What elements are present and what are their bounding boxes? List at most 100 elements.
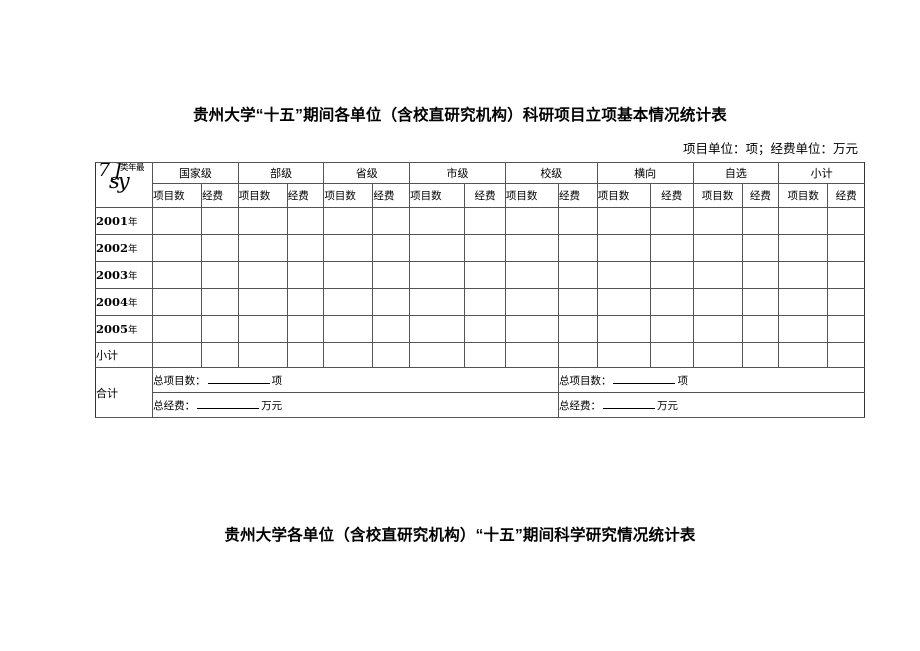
cell[interactable]: [778, 342, 829, 368]
cell[interactable]: [323, 234, 374, 262]
cell[interactable]: [557, 342, 598, 368]
cell[interactable]: [286, 207, 325, 235]
cell[interactable]: [201, 342, 239, 368]
cell[interactable]: [372, 288, 411, 316]
cell[interactable]: [372, 234, 411, 262]
cell[interactable]: [596, 261, 651, 289]
cell[interactable]: [237, 288, 288, 316]
cell[interactable]: [778, 234, 829, 262]
cell[interactable]: [286, 288, 325, 316]
cell[interactable]: [464, 315, 506, 343]
cell[interactable]: [557, 207, 598, 235]
cell[interactable]: [409, 315, 466, 343]
cell[interactable]: [596, 315, 651, 343]
cell[interactable]: [152, 315, 203, 343]
cell[interactable]: [596, 288, 651, 316]
cell[interactable]: [201, 288, 239, 316]
cell[interactable]: [778, 261, 829, 289]
cell[interactable]: [778, 315, 829, 343]
cell[interactable]: [286, 234, 325, 262]
cell[interactable]: [557, 288, 598, 316]
total-projects-blank-left[interactable]: [207, 374, 270, 384]
cell[interactable]: [741, 342, 780, 368]
cell[interactable]: [323, 342, 374, 368]
cell[interactable]: [323, 207, 374, 235]
cell[interactable]: [649, 234, 694, 262]
cell[interactable]: [152, 288, 203, 316]
cell[interactable]: [596, 207, 651, 235]
cell[interactable]: [741, 234, 780, 262]
cell[interactable]: [504, 315, 559, 343]
cell[interactable]: [237, 261, 288, 289]
cell[interactable]: [692, 315, 743, 343]
cell[interactable]: [201, 234, 239, 262]
cell[interactable]: [464, 288, 506, 316]
cell[interactable]: [504, 261, 559, 289]
total-funding-blank-left[interactable]: [197, 399, 260, 409]
cell[interactable]: [201, 261, 239, 289]
cell[interactable]: [464, 342, 506, 368]
cell[interactable]: [409, 342, 466, 368]
cell[interactable]: [409, 288, 466, 316]
cell[interactable]: [201, 207, 239, 235]
total-projects-left[interactable]: 总项目数： 项: [152, 367, 559, 393]
cell[interactable]: [464, 261, 506, 289]
cell[interactable]: [692, 288, 743, 316]
cell[interactable]: [504, 342, 559, 368]
cell[interactable]: [504, 288, 559, 316]
cell[interactable]: [649, 315, 694, 343]
cell[interactable]: [372, 261, 411, 289]
cell[interactable]: [372, 342, 411, 368]
cell[interactable]: [827, 207, 865, 235]
cell[interactable]: [827, 342, 865, 368]
cell[interactable]: [692, 207, 743, 235]
cell[interactable]: [557, 234, 598, 262]
cell[interactable]: [237, 207, 288, 235]
cell[interactable]: [649, 342, 694, 368]
cell[interactable]: [557, 261, 598, 289]
cell[interactable]: [152, 234, 203, 262]
cell[interactable]: [286, 261, 325, 289]
cell[interactable]: [827, 315, 865, 343]
cell[interactable]: [237, 315, 288, 343]
cell[interactable]: [372, 207, 411, 235]
cell[interactable]: [827, 288, 865, 316]
cell[interactable]: [692, 234, 743, 262]
cell[interactable]: [409, 207, 466, 235]
total-projects-blank-right[interactable]: [613, 374, 676, 384]
cell[interactable]: [778, 288, 829, 316]
total-funding-right[interactable]: 总经费： 万元: [557, 392, 866, 418]
cell[interactable]: [649, 261, 694, 289]
cell[interactable]: [692, 261, 743, 289]
cell[interactable]: [323, 288, 374, 316]
cell[interactable]: [409, 261, 466, 289]
cell[interactable]: [827, 234, 865, 262]
cell[interactable]: [152, 342, 203, 368]
cell[interactable]: [152, 207, 203, 235]
total-funding-blank-right[interactable]: [602, 399, 655, 409]
cell[interactable]: [692, 342, 743, 368]
cell[interactable]: [286, 342, 325, 368]
cell[interactable]: [741, 207, 780, 235]
total-projects-right[interactable]: 总项目数： 项: [557, 367, 866, 393]
cell[interactable]: [596, 342, 651, 368]
cell[interactable]: [237, 234, 288, 262]
cell[interactable]: [557, 315, 598, 343]
cell[interactable]: [464, 234, 506, 262]
cell[interactable]: [778, 207, 829, 235]
total-funding-left[interactable]: 总经费： 万元: [152, 392, 559, 418]
cell[interactable]: [504, 234, 559, 262]
cell[interactable]: [504, 207, 559, 235]
cell[interactable]: [409, 234, 466, 262]
cell[interactable]: [827, 261, 865, 289]
cell[interactable]: [201, 315, 239, 343]
cell[interactable]: [741, 261, 780, 289]
cell[interactable]: [649, 207, 694, 235]
cell[interactable]: [372, 315, 411, 343]
cell[interactable]: [323, 315, 374, 343]
cell[interactable]: [464, 207, 506, 235]
cell[interactable]: [237, 342, 288, 368]
cell[interactable]: [596, 234, 651, 262]
cell[interactable]: [741, 288, 780, 316]
cell[interactable]: [152, 261, 203, 289]
